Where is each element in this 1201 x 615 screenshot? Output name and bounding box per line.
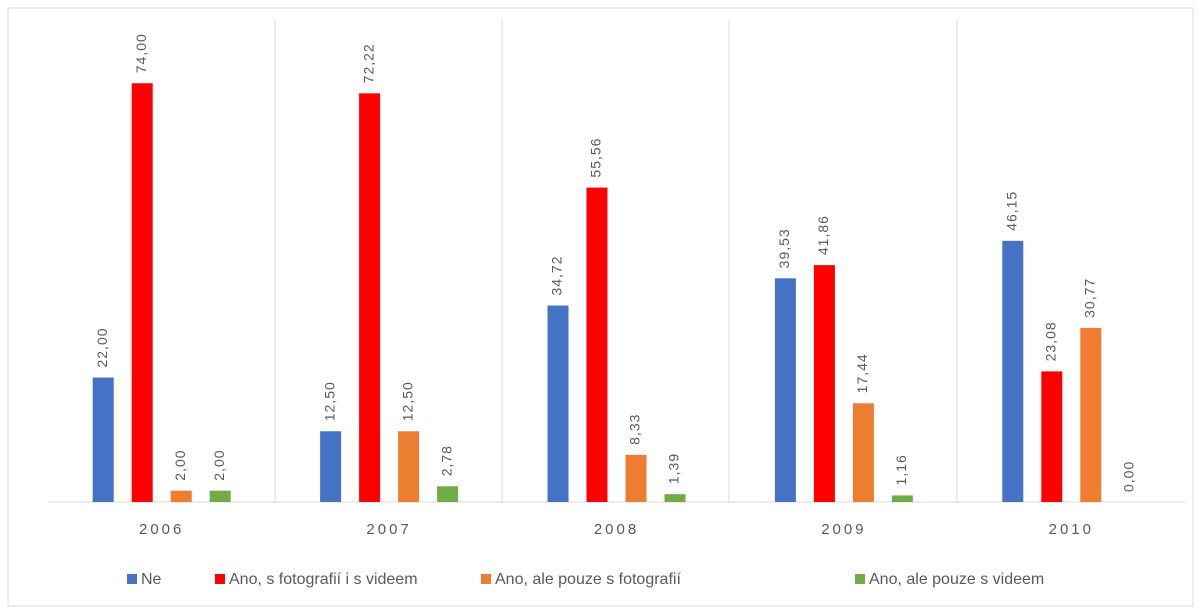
data-label: 8,33 <box>627 414 643 445</box>
bar <box>547 305 569 502</box>
data-label: 55,56 <box>588 138 604 178</box>
data-label: 74,00 <box>133 33 149 73</box>
data-label: 12,50 <box>399 381 415 421</box>
bar <box>586 187 608 502</box>
data-label: 39,53 <box>776 228 792 268</box>
legend-label: Ne <box>141 571 162 588</box>
bar <box>437 486 459 502</box>
bar <box>398 431 420 502</box>
data-label: 17,44 <box>854 353 870 393</box>
bar <box>774 278 796 502</box>
bar <box>664 494 686 502</box>
legend-swatch <box>855 574 865 584</box>
bar <box>891 495 913 502</box>
bar <box>320 431 342 502</box>
bar <box>359 93 381 502</box>
data-label: 34,72 <box>549 255 565 295</box>
legend-label: Ano, ale pouze s fotografií <box>495 571 681 588</box>
x-tick-label: 2010 <box>1049 521 1094 538</box>
legend-swatch <box>215 574 225 584</box>
bar <box>92 377 114 502</box>
data-label: 46,15 <box>1004 191 1020 231</box>
bar <box>170 490 192 502</box>
legend-swatch <box>481 574 491 584</box>
data-label: 30,77 <box>1082 278 1098 318</box>
bar <box>209 490 231 502</box>
data-label: 0,00 <box>1121 461 1137 492</box>
bar <box>852 403 874 502</box>
bar <box>1080 327 1102 502</box>
x-tick-label: 2008 <box>594 521 639 538</box>
data-label: 23,08 <box>1043 321 1059 361</box>
bar <box>131 83 153 502</box>
bar <box>625 454 647 502</box>
chart-frame <box>7 7 1194 607</box>
x-tick-label: 2009 <box>821 521 866 538</box>
data-label: 22,00 <box>94 327 110 367</box>
category-dividers <box>274 20 958 502</box>
x-tick-label: 2007 <box>366 521 411 538</box>
data-label: 1,39 <box>666 453 682 484</box>
bar <box>1002 240 1024 503</box>
x-tick-label: 2006 <box>139 521 184 538</box>
legend-label: Ano, ale pouze s videem <box>869 571 1044 588</box>
bar <box>1041 371 1063 502</box>
legend-label: Ano, s fotografií i s videem <box>229 571 418 588</box>
data-label: 2,00 <box>211 449 227 480</box>
legend-swatch <box>127 574 137 584</box>
bar <box>813 265 835 502</box>
data-label: 1,16 <box>893 454 909 485</box>
data-label: 2,78 <box>438 445 454 476</box>
data-label: 12,50 <box>321 381 337 421</box>
data-label: 72,22 <box>360 43 376 83</box>
data-label: 41,86 <box>815 215 831 255</box>
data-label: 2,00 <box>172 449 188 480</box>
